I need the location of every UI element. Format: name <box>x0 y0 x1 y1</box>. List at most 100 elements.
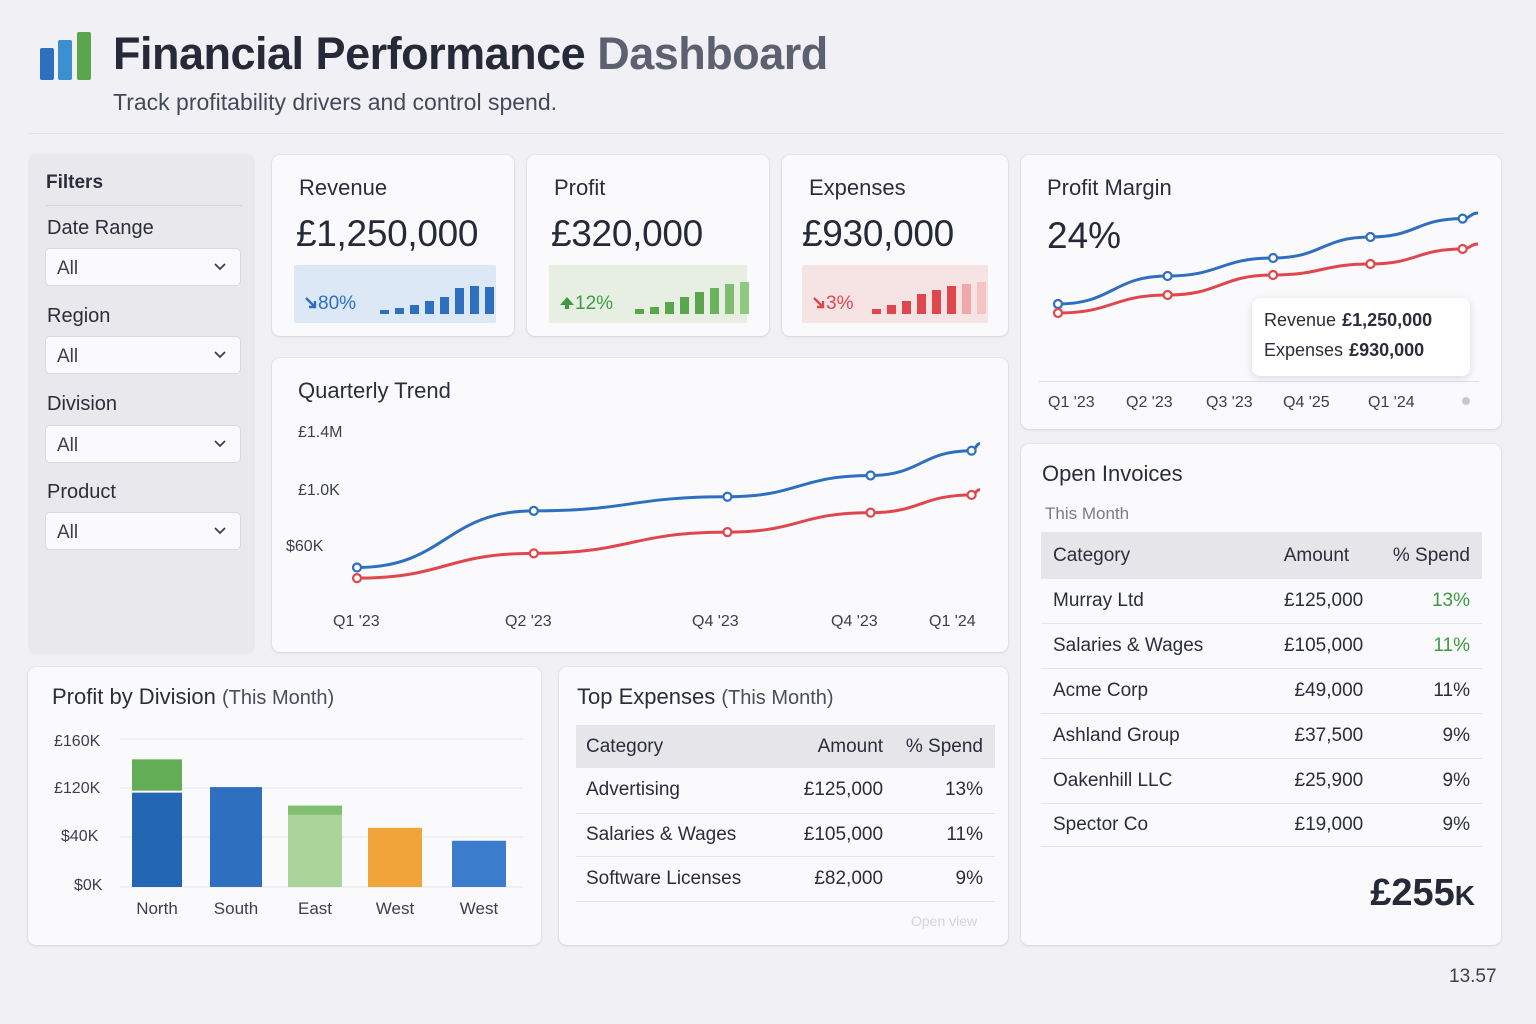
division-value: All <box>57 435 79 456</box>
kpi-delta: 3% <box>812 293 853 315</box>
page-subtitle: Track profitability drivers and control … <box>113 89 558 115</box>
table-header: Category Amount % Spend <box>576 725 995 768</box>
tooltip-revenue: Revenue £1,250,000 <box>1264 310 1433 330</box>
open-invoices-table: Category Amount % Spend Murray Ltd £125,… <box>1041 532 1482 847</box>
trend-down-arrow-icon <box>813 297 825 309</box>
product-select[interactable]: All <box>45 512 241 550</box>
x-tick-label: West <box>376 899 415 918</box>
kpi-sparkline: 3% <box>802 265 988 323</box>
table-row[interactable]: Murray Ltd £125,000 13% <box>1041 579 1482 624</box>
data-point-revenue <box>722 491 733 502</box>
table-row[interactable]: Acme Corp £49,000 11% <box>1041 668 1482 714</box>
x-tick-label: East <box>298 899 332 918</box>
profit-margin-title: Profit Margin <box>1047 175 1172 200</box>
table-row[interactable]: Spector Co £19,000 9% <box>1041 803 1482 847</box>
bar-west <box>452 840 506 887</box>
mini-bar <box>470 286 479 314</box>
x-tick-label: Q1 '24 <box>1368 394 1415 411</box>
spend-cell: 11% <box>1363 623 1482 669</box>
top-expenses-card[interactable]: Top Expenses (This Month) Category Amoun… <box>559 667 1008 945</box>
amount-cell: £19,000 <box>1257 803 1364 847</box>
amount-cell: £125,000 <box>1257 579 1364 624</box>
y-tick-label: $60K <box>286 538 324 555</box>
filters-title: Filters <box>46 172 104 193</box>
data-point-expenses <box>528 548 539 559</box>
profit-by-division-title: Profit by Division (This Month) <box>52 684 335 709</box>
column-header[interactable]: Amount <box>783 725 884 768</box>
mini-bar <box>665 302 674 314</box>
mini-bar <box>380 310 389 314</box>
x-tick-label: South <box>214 899 258 918</box>
mini-bar <box>947 286 956 314</box>
data-point-revenue <box>351 562 363 573</box>
column-header[interactable]: % Spend <box>1363 532 1482 579</box>
mini-bar <box>740 282 749 314</box>
filters-divider <box>46 205 242 206</box>
division-select[interactable]: All <box>45 425 241 463</box>
spend-cell: 9% <box>883 856 995 902</box>
column-header[interactable]: Category <box>1041 532 1258 579</box>
page-title: Financial Performance Dashboard <box>113 28 828 79</box>
chevron-down-icon <box>214 527 226 535</box>
y-tick-label: $0K <box>74 877 103 894</box>
open-invoices-card[interactable]: Open Invoices This Month Category Amount… <box>1021 444 1501 945</box>
x-tick-label: Q4 '25 <box>1283 394 1330 411</box>
bar-chart-logo-icon <box>40 32 94 80</box>
date-range-label: Date Range <box>47 217 154 239</box>
top-expenses-table: Category Amount % Spend Advertising £125… <box>576 725 995 902</box>
open-view-link[interactable]: Open view <box>911 913 978 929</box>
column-header[interactable]: Category <box>576 725 784 768</box>
mini-bar <box>695 292 704 314</box>
table-row[interactable]: Software Licenses £82,000 9% <box>576 856 995 902</box>
x-tick-label: Q2 '23 <box>1126 394 1173 411</box>
data-point-revenue <box>865 470 876 481</box>
pagination-dot[interactable] <box>1462 397 1470 405</box>
kpi-sparkline: 80% <box>294 265 496 323</box>
chevron-down-icon <box>214 351 226 359</box>
category-cell: Murray Ltd <box>1041 579 1258 624</box>
column-header[interactable]: % Spend <box>883 725 995 768</box>
trend-up-arrow-icon <box>560 297 574 309</box>
bar-south <box>210 787 262 887</box>
table-row[interactable]: Ashland Group £37,500 9% <box>1041 713 1482 759</box>
kpi-card-revenue[interactable]: Revenue £1,250,000 80% <box>272 155 514 336</box>
x-axis-line <box>1039 381 1479 382</box>
region-select[interactable]: All <box>45 336 241 374</box>
spend-cell: 11% <box>883 813 995 857</box>
spend-cell: 13% <box>883 768 995 814</box>
category-cell: Software Licenses <box>576 856 784 902</box>
data-point-expenses <box>1457 243 1468 255</box>
kpi-sparkline: 12% <box>549 265 749 323</box>
profit-by-division-card[interactable]: Profit by Division (This Month) £160K £1… <box>28 667 541 945</box>
profit-by-division-bar-chart: North South East West West <box>120 738 523 918</box>
date-range-select[interactable]: All <box>45 248 241 286</box>
spend-cell: 9% <box>1363 803 1482 847</box>
column-header[interactable]: Amount <box>1257 532 1364 579</box>
kpi-card-expenses[interactable]: Expenses £930,000 3% <box>782 155 1008 336</box>
x-tick-label: Q1 '24 <box>929 613 976 630</box>
x-tick-label: Q4 '23 <box>692 613 739 630</box>
chevron-down-icon <box>214 440 226 448</box>
data-point-revenue <box>528 505 539 516</box>
profit-margin-card[interactable]: Profit Margin 24% Q1 '23 Q2 '23 Q3 '23 Q… <box>1021 155 1501 429</box>
mini-bar <box>635 309 644 314</box>
x-tick-label: North <box>136 899 178 918</box>
amount-cell: £125,000 <box>783 768 884 814</box>
kpi-value: £930,000 <box>802 213 954 254</box>
mini-bar <box>680 297 689 314</box>
category-cell: Spector Co <box>1041 803 1258 847</box>
table-row[interactable]: Advertising £125,000 13% <box>576 768 995 814</box>
region-label: Region <box>47 305 111 327</box>
table-row[interactable]: Salaries & Wages £105,000 11% <box>576 813 995 857</box>
kpi-label: Expenses <box>809 175 906 200</box>
amount-cell: £37,500 <box>1257 713 1364 759</box>
data-point-revenue <box>1162 270 1173 282</box>
kpi-card-profit[interactable]: Profit £320,000 12% <box>527 155 769 336</box>
mini-bar <box>902 301 911 314</box>
table-row[interactable]: Salaries & Wages £105,000 11% <box>1041 623 1482 669</box>
table-row[interactable]: Oakenhill LLC £25,900 9% <box>1041 758 1482 804</box>
quarterly-trend-line-chart <box>351 442 981 584</box>
top-expenses-title: Top Expenses (This Month) <box>577 684 834 709</box>
quarterly-trend-card[interactable]: Quarterly Trend £1.4M £1.0K $60K Q1 '23 … <box>272 358 1008 652</box>
open-invoices-subtitle: This Month <box>1045 504 1130 523</box>
